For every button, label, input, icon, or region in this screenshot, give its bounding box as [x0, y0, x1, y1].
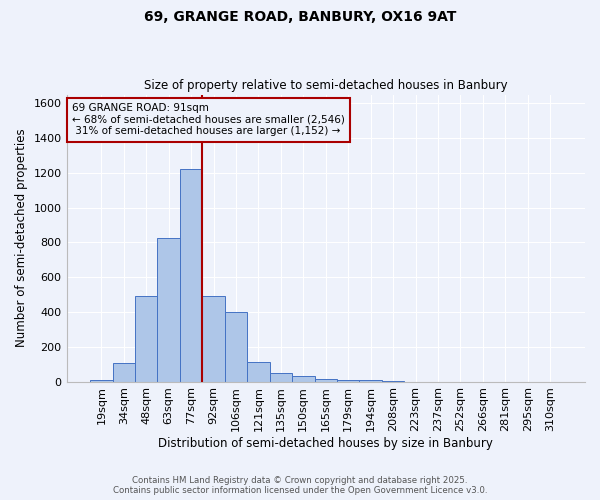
Bar — [135, 296, 157, 382]
Bar — [225, 312, 247, 382]
Text: 69 GRANGE ROAD: 91sqm
← 68% of semi-detached houses are smaller (2,546)
 31% of : 69 GRANGE ROAD: 91sqm ← 68% of semi-deta… — [72, 103, 344, 136]
Text: Contains HM Land Registry data © Crown copyright and database right 2025.
Contai: Contains HM Land Registry data © Crown c… — [113, 476, 487, 495]
Bar — [269, 373, 292, 382]
Bar — [314, 378, 337, 382]
Bar — [382, 381, 404, 382]
X-axis label: Distribution of semi-detached houses by size in Banbury: Distribution of semi-detached houses by … — [158, 437, 493, 450]
Title: Size of property relative to semi-detached houses in Banbury: Size of property relative to semi-detach… — [144, 79, 508, 92]
Y-axis label: Number of semi-detached properties: Number of semi-detached properties — [15, 129, 28, 348]
Bar — [113, 364, 135, 382]
Bar — [90, 380, 113, 382]
Bar — [247, 362, 269, 382]
Bar — [202, 296, 225, 382]
Bar — [337, 380, 359, 382]
Text: 69, GRANGE ROAD, BANBURY, OX16 9AT: 69, GRANGE ROAD, BANBURY, OX16 9AT — [144, 10, 456, 24]
Bar — [292, 376, 314, 382]
Bar — [157, 238, 180, 382]
Bar — [180, 170, 202, 382]
Bar — [359, 380, 382, 382]
